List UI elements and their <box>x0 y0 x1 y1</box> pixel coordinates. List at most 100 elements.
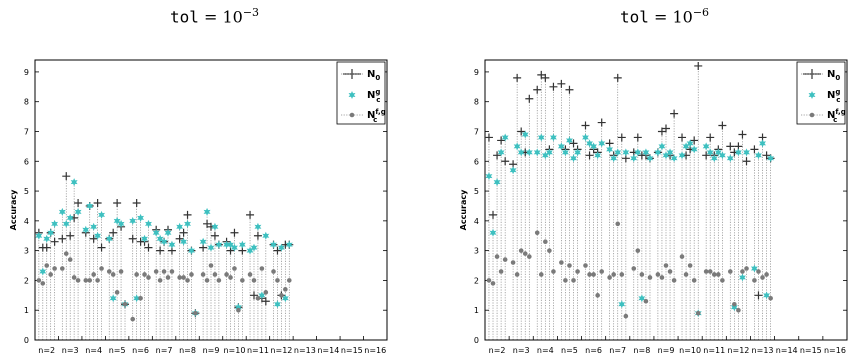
point-n0 <box>549 82 558 91</box>
point-ncg <box>184 219 191 228</box>
point-ncfg <box>607 275 612 280</box>
point-ncfg <box>95 278 100 283</box>
point-n0 <box>253 231 262 240</box>
point-ncfg <box>679 254 685 259</box>
point-n0 <box>175 234 184 243</box>
point-n0 <box>484 133 493 142</box>
point-n0 <box>230 228 239 237</box>
point-ncfg <box>275 278 280 283</box>
point-n0 <box>89 234 98 243</box>
point-n0 <box>557 79 566 88</box>
y-tick-label: 4 <box>24 217 29 226</box>
point-ncfg <box>165 275 171 280</box>
point-n0 <box>132 198 141 207</box>
point-ncfg <box>52 266 57 271</box>
point-n0 <box>489 210 498 219</box>
y-tick-label: 9 <box>474 68 479 77</box>
point-ncfg <box>740 269 745 274</box>
y-tick-label: 0 <box>474 336 479 345</box>
point-n0 <box>694 61 703 70</box>
point-ncg <box>285 240 293 249</box>
y-tick-label: 0 <box>24 336 29 345</box>
y-tick-label: 8 <box>474 98 479 107</box>
point-ncfg <box>153 269 159 274</box>
point-ncfg <box>695 310 701 316</box>
y-tick-label: 2 <box>24 276 29 285</box>
legend-marker-ncg <box>348 91 356 99</box>
point-ncfg <box>510 260 516 265</box>
point-ncg <box>561 148 569 157</box>
point-n0 <box>42 243 51 252</box>
point-n0 <box>517 127 526 136</box>
point-ncg <box>105 234 113 243</box>
legend-label-2: Nf,g c <box>367 108 386 124</box>
point-ncg <box>74 207 82 216</box>
point-ncfg <box>251 278 257 283</box>
x-tick-label: n=10 <box>679 346 701 355</box>
point-n0 <box>585 151 594 160</box>
x-tick-label: n=5 <box>561 346 578 355</box>
legend: N0 Ng c Nf,g c <box>796 61 846 125</box>
x-tick-label: n=3 <box>62 346 79 355</box>
point-ncg <box>533 148 541 157</box>
y-tick-label: 1 <box>24 306 29 315</box>
point-ncfg <box>623 313 629 319</box>
chart-panel-right: 0 1 2 3 4 5 6 7 8 9 Accuracy n=2 n=3 n=4 n=5 n=6 n=7 n=8 n… <box>459 59 848 355</box>
legend-label-0: N0 <box>367 69 380 82</box>
point-n0 <box>617 133 626 142</box>
y-tick-label: 3 <box>474 247 479 256</box>
point-ncg <box>702 142 710 151</box>
point-ncfg <box>551 269 556 274</box>
point-ncfg <box>643 298 649 304</box>
point-n0 <box>93 198 102 207</box>
x-tick-label: n=12 <box>727 346 749 355</box>
point-n0 <box>497 136 506 145</box>
point-ncfg <box>228 275 233 280</box>
point-ncg <box>246 246 254 255</box>
point-ncg <box>141 234 149 243</box>
point-ncg <box>58 207 66 216</box>
point-ncfg <box>720 278 725 283</box>
point-ncg <box>622 148 630 157</box>
point-ncfg <box>60 266 65 271</box>
point-n0 <box>156 246 165 255</box>
point-ncg <box>164 228 172 237</box>
point-ncfg <box>727 269 733 274</box>
point-ncg <box>227 240 234 249</box>
point-n0 <box>750 145 759 154</box>
point-ncfg <box>567 263 572 268</box>
point-ncg <box>594 151 602 160</box>
legend-label-1: Ng c <box>367 88 380 104</box>
legend-marker-ncg <box>808 91 816 99</box>
point-ncfg <box>527 254 532 259</box>
point-ncg <box>646 154 654 163</box>
point-ncfg <box>44 263 50 268</box>
point-ncg <box>642 148 650 157</box>
point-n0 <box>493 151 502 160</box>
right-title-eq: = 10 <box>648 7 693 27</box>
point-n0 <box>565 85 574 94</box>
point-ncg <box>501 133 509 142</box>
point-ncg <box>129 216 137 225</box>
point-ncfg <box>498 269 504 274</box>
point-ncfg <box>486 278 492 283</box>
point-ncfg <box>212 272 218 277</box>
y-tick-label: 9 <box>24 68 29 77</box>
point-ncg <box>199 237 207 246</box>
point-ncg <box>497 148 505 157</box>
point-ncfg <box>279 293 284 298</box>
point-ncg <box>630 154 638 163</box>
point-ncg <box>86 201 94 210</box>
point-ncg <box>168 240 176 249</box>
x-tick-label: n=4 <box>85 346 102 355</box>
point-ncg <box>706 148 714 157</box>
point-ncfg <box>181 275 186 280</box>
point-n0 <box>183 210 192 219</box>
point-ncfg <box>259 266 265 271</box>
point-ncfg <box>655 272 661 277</box>
point-ncfg <box>494 254 500 259</box>
point-n0 <box>597 118 606 127</box>
point-ncg <box>94 231 102 240</box>
point-ncfg <box>122 301 128 307</box>
point-ncfg <box>75 278 81 283</box>
